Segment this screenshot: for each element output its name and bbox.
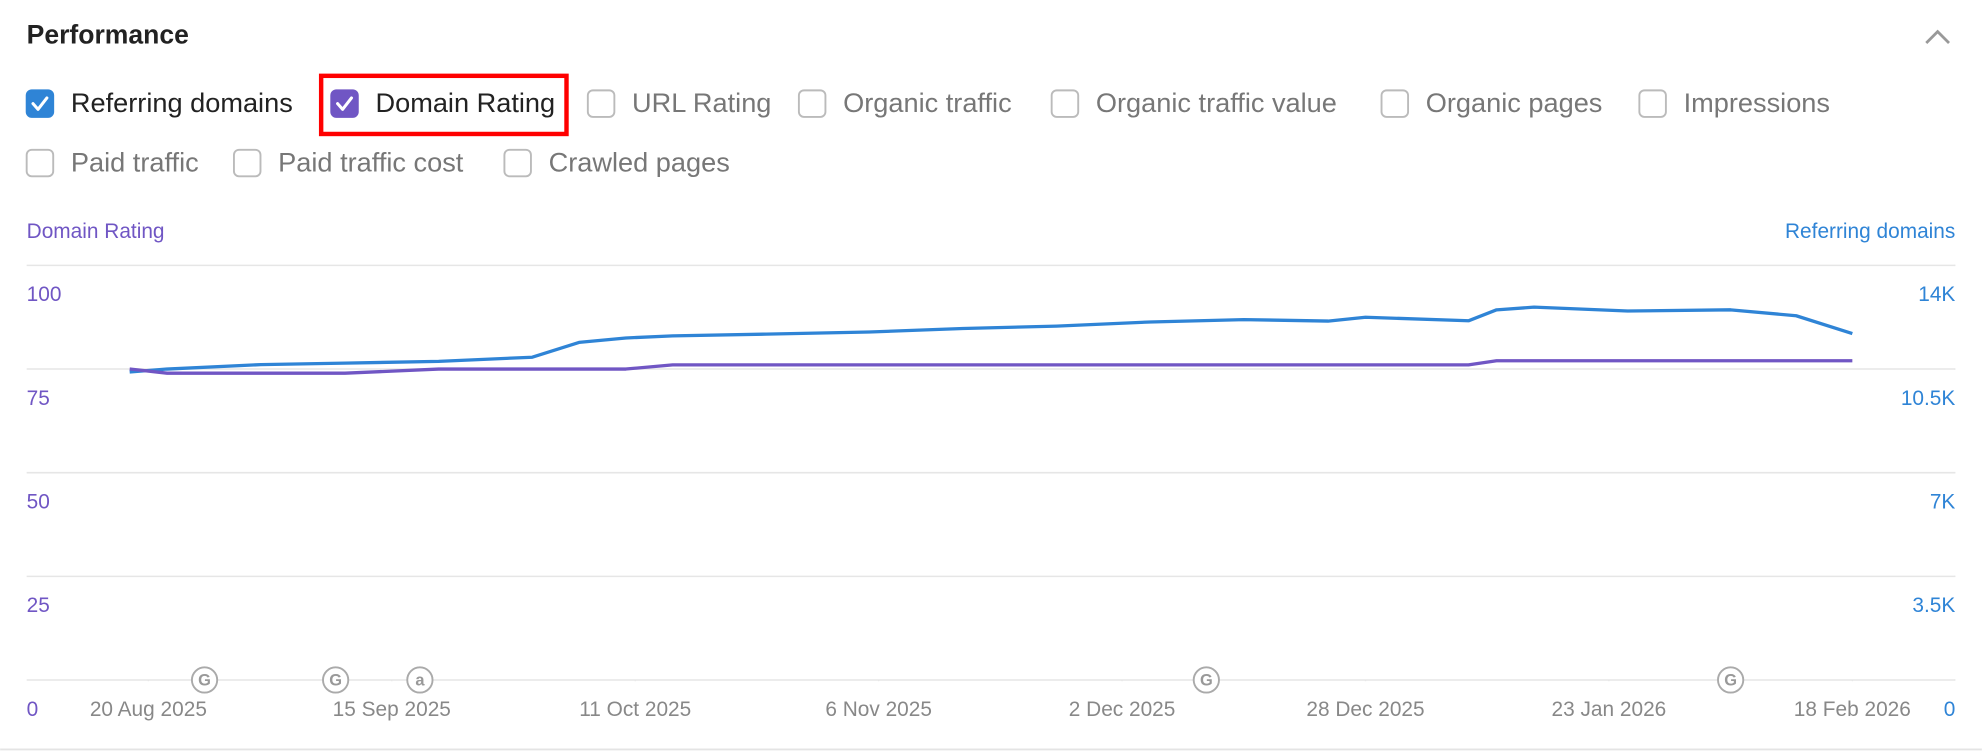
x-tick-label: 18 Feb 2026 bbox=[1794, 698, 1911, 721]
y-tick-label: 100 bbox=[27, 283, 62, 306]
annotation-label[interactable]: a bbox=[415, 672, 425, 690]
checkbox[interactable] bbox=[232, 148, 262, 178]
x-tick-label: 28 Dec 2025 bbox=[1306, 698, 1424, 721]
checkbox-label[interactable]: Paid traffic bbox=[71, 146, 199, 177]
y-axis-title: Domain Rating bbox=[27, 220, 165, 243]
y-tick-label: 75 bbox=[27, 387, 50, 410]
checkbox-label[interactable]: Paid traffic cost bbox=[278, 146, 464, 177]
x-tick-label: 6 Nov 2025 bbox=[825, 698, 932, 721]
y-tick-label: 0 bbox=[27, 698, 39, 721]
annotation-label[interactable]: G bbox=[329, 672, 342, 690]
checkbox-label[interactable]: Organic traffic value bbox=[1096, 87, 1337, 118]
checkbox[interactable] bbox=[1380, 89, 1410, 118]
annotation-label[interactable]: G bbox=[1724, 672, 1737, 690]
checkbox[interactable] bbox=[586, 89, 616, 118]
checkbox[interactable] bbox=[330, 89, 359, 118]
x-tick-label: 20 Aug 2025 bbox=[90, 698, 207, 721]
checkmark bbox=[31, 96, 49, 111]
y2-tick-label: 7K bbox=[1930, 491, 1956, 514]
series-line bbox=[129, 359, 1853, 375]
y2-axis-title: Referring domains bbox=[1785, 220, 1955, 243]
checkbox-label[interactable]: Domain Rating bbox=[375, 87, 555, 118]
x-tick-label: 2 Dec 2025 bbox=[1069, 698, 1176, 721]
x-tick-label: 23 Jan 2026 bbox=[1552, 698, 1667, 721]
checkbox-label[interactable]: Crawled pages bbox=[549, 146, 730, 177]
y2-tick-label: 14K bbox=[1918, 283, 1955, 306]
annotation-marker[interactable] bbox=[406, 666, 434, 694]
checkbox-label[interactable]: Impressions bbox=[1684, 87, 1830, 118]
checkbox[interactable] bbox=[1050, 89, 1080, 118]
highlight-box bbox=[318, 73, 569, 137]
checkbox-label[interactable]: URL Rating bbox=[632, 87, 771, 118]
checkmark bbox=[336, 96, 354, 111]
annotation-marker[interactable] bbox=[1192, 666, 1220, 694]
series-line bbox=[129, 305, 1853, 374]
checkbox[interactable] bbox=[797, 89, 827, 118]
checkbox[interactable] bbox=[1638, 89, 1667, 118]
panel-title: Performance bbox=[27, 20, 189, 50]
collapse-chevron[interactable] bbox=[1925, 29, 1950, 44]
checkbox-label[interactable]: Referring domains bbox=[71, 87, 293, 118]
checkbox[interactable] bbox=[25, 148, 55, 178]
annotation-marker[interactable] bbox=[190, 666, 219, 694]
annotation-label[interactable]: G bbox=[198, 672, 211, 690]
y2-tick-label: 0 bbox=[1944, 698, 1956, 721]
x-tick-label: 15 Sep 2025 bbox=[333, 698, 451, 721]
annotation-marker[interactable] bbox=[1717, 666, 1745, 694]
annotation-marker[interactable] bbox=[322, 666, 350, 694]
y2-tick-label: 3.5K bbox=[1912, 594, 1955, 617]
x-tick-label: 11 Oct 2025 bbox=[579, 698, 691, 721]
checkbox[interactable] bbox=[25, 89, 55, 118]
y-tick-label: 50 bbox=[27, 491, 50, 514]
checkbox-label[interactable]: Organic pages bbox=[1426, 87, 1603, 118]
y-tick-label: 25 bbox=[27, 594, 50, 617]
checkbox[interactable] bbox=[503, 148, 532, 178]
checkbox-label[interactable]: Organic traffic bbox=[843, 87, 1012, 118]
annotation-label[interactable]: G bbox=[1200, 672, 1213, 690]
y2-tick-label: 10.5K bbox=[1901, 387, 1956, 410]
